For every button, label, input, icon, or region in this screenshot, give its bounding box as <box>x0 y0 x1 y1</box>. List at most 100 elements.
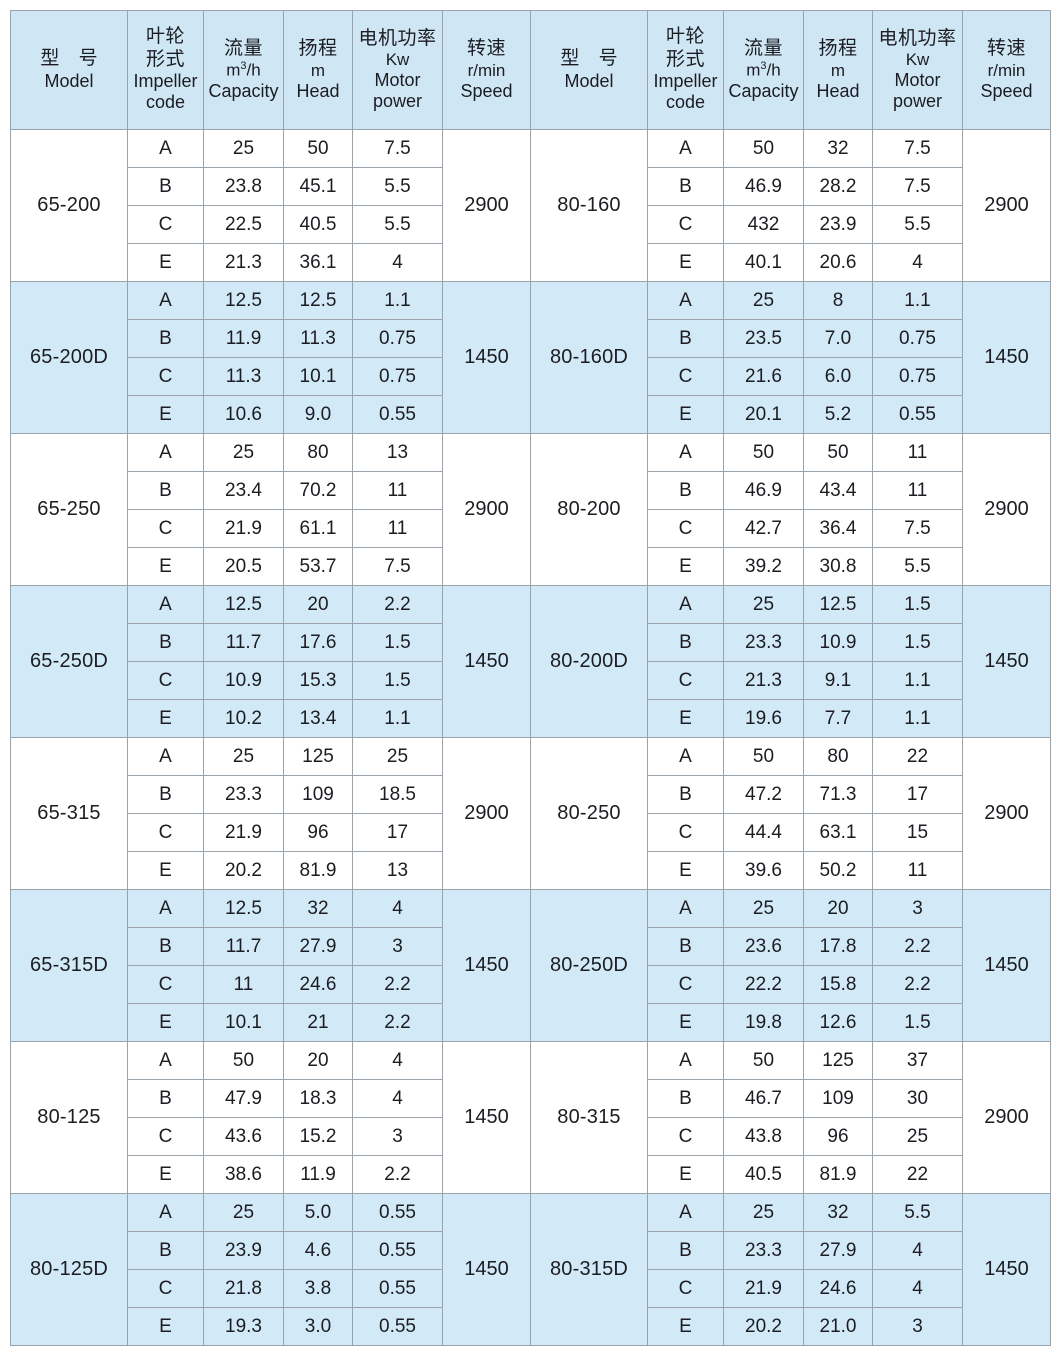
capacity-cell: 25 <box>723 281 804 320</box>
impeller-code-cell: E <box>647 395 724 434</box>
head-cell: 27.9 <box>283 927 353 966</box>
motor-power-cell: 11 <box>872 433 963 472</box>
motor-power-cell: 17 <box>352 813 443 852</box>
table-row: B 23.8 45.1 5.5 B 46.9 28.2 7.5 <box>11 167 1051 206</box>
capacity-cell: 46.9 <box>723 167 804 206</box>
motor-power-cell: 2.2 <box>352 1003 443 1042</box>
impeller-code-cell: A <box>127 281 204 320</box>
model-cell: 80-200D <box>530 585 648 738</box>
header-model-en-right: Model <box>564 70 614 91</box>
model-cell: 80-315D <box>530 1193 648 1346</box>
motor-power-cell: 4 <box>872 243 963 282</box>
header-head-en-right: Head <box>816 80 860 101</box>
impeller-code-cell: A <box>127 737 204 776</box>
capacity-cell: 22.2 <box>723 965 804 1004</box>
capacity-cell: 11.3 <box>203 357 284 396</box>
capacity-cell: 23.8 <box>203 167 284 206</box>
impeller-code-cell: B <box>127 167 204 206</box>
motor-power-cell: 7.5 <box>352 547 443 586</box>
head-cell: 125 <box>803 1041 873 1080</box>
header-speed-cn-left: 转速 <box>466 38 506 60</box>
impeller-code-cell: A <box>127 1193 204 1232</box>
table-row: C 21.8 3.8 0.55 C 21.9 24.6 4 <box>11 1269 1051 1308</box>
header-impeller-en1-left: Impeller <box>133 71 198 92</box>
head-cell: 27.9 <box>803 1231 873 1270</box>
capacity-cell: 432 <box>723 205 804 244</box>
motor-power-cell: 4 <box>352 889 443 928</box>
capacity-cell: 40.1 <box>723 243 804 282</box>
header-speed-cn-right: 转速 <box>986 38 1026 60</box>
capacity-cell: 12.5 <box>203 585 284 624</box>
capacity-cell: 39.6 <box>723 851 804 890</box>
motor-power-cell: 37 <box>872 1041 963 1080</box>
impeller-code-cell: E <box>127 243 204 282</box>
impeller-code-cell: E <box>127 699 204 738</box>
table-row: E 10.2 13.4 1.1 E 19.6 7.7 1.1 <box>11 699 1051 738</box>
impeller-code-cell: B <box>647 623 724 662</box>
head-cell: 7.0 <box>803 319 873 358</box>
impeller-code-cell: E <box>647 243 724 282</box>
head-cell: 8 <box>803 281 873 320</box>
head-cell: 17.6 <box>283 623 353 662</box>
motor-power-cell: 0.75 <box>352 319 443 358</box>
head-cell: 45.1 <box>283 167 353 206</box>
motor-power-cell: 11 <box>352 471 443 510</box>
capacity-cell: 23.3 <box>723 1231 804 1270</box>
table-row: C 10.9 15.3 1.5 C 21.3 9.1 1.1 <box>11 661 1051 700</box>
motor-power-cell: 11 <box>352 509 443 548</box>
motor-power-cell: 25 <box>352 737 443 776</box>
header-power-cn-left: 电机功率 <box>358 27 437 49</box>
table-row: E 38.6 11.9 2.2 E 40.5 81.9 22 <box>11 1155 1051 1194</box>
motor-power-cell: 3 <box>872 889 963 928</box>
motor-power-cell: 5.5 <box>352 167 443 206</box>
impeller-code-cell: C <box>127 1269 204 1308</box>
speed-cell: 1450 <box>442 1041 531 1194</box>
capacity-cell: 11.7 <box>203 623 284 662</box>
table-header: 型 号 Model 叶轮 形式 Impeller code 流量 m3/h Ca… <box>10 10 1051 130</box>
table-row: B 11.7 27.9 3 B 23.6 17.8 2.2 <box>11 927 1051 966</box>
head-cell: 50 <box>283 129 353 168</box>
head-cell: 96 <box>803 1117 873 1156</box>
head-cell: 3.0 <box>283 1307 353 1346</box>
table-row: C 43.6 15.2 3 C 43.8 96 25 <box>11 1117 1051 1156</box>
impeller-code-cell: A <box>647 585 724 624</box>
header-capacity-cn-left: 流量 <box>223 37 263 59</box>
head-cell: 9.0 <box>283 395 353 434</box>
table-row: B 23.4 70.2 11 B 46.9 43.4 11 <box>11 471 1051 510</box>
header-capacity-en-left: Capacity <box>208 80 279 101</box>
capacity-cell: 46.9 <box>723 471 804 510</box>
table-row: E 10.1 21 2.2 E 19.8 12.6 1.5 <box>11 1003 1051 1042</box>
table-row: B 23.9 4.6 0.55 B 23.3 27.9 4 <box>11 1231 1051 1270</box>
motor-power-cell: 5.5 <box>352 205 443 244</box>
head-cell: 20 <box>803 889 873 928</box>
head-cell: 43.4 <box>803 471 873 510</box>
table-row: 65-200 A 25 50 7.5 2900 80-160 A 50 32 7.5 2900 <box>10 129 1051 282</box>
header-impeller-left: 叶轮 形式 Impeller code <box>127 10 204 130</box>
header-power-unit-left: Kw <box>385 49 410 69</box>
motor-power-cell: 2.2 <box>352 965 443 1004</box>
model-cell: 65-200D <box>10 281 128 434</box>
motor-power-cell: 0.75 <box>872 319 963 358</box>
head-cell: 80 <box>283 433 353 472</box>
header-row: 型 号 Model 叶轮 形式 Impeller code 流量 m3/h Ca… <box>10 10 1051 130</box>
model-cell: 65-200 <box>10 129 128 282</box>
capacity-cell: 21.6 <box>723 357 804 396</box>
header-power-en1-right: Motor <box>894 69 941 90</box>
capacity-cell: 11.7 <box>203 927 284 966</box>
model-cell: 80-250 <box>530 737 648 890</box>
impeller-code-cell: E <box>647 1307 724 1346</box>
impeller-code-cell: C <box>647 509 724 548</box>
speed-cell: 2900 <box>442 129 531 282</box>
motor-power-cell: 2.2 <box>352 1155 443 1194</box>
motor-power-cell: 13 <box>352 433 443 472</box>
header-model-cn-right: 型 号 <box>560 48 625 70</box>
capacity-cell: 20.2 <box>723 1307 804 1346</box>
header-model-cn-left: 型 号 <box>40 48 105 70</box>
impeller-code-cell: A <box>647 129 724 168</box>
table-row: C 22.5 40.5 5.5 C 432 23.9 5.5 <box>11 205 1051 244</box>
header-impeller-en1-right: Impeller <box>653 71 718 92</box>
capacity-cell: 43.6 <box>203 1117 284 1156</box>
capacity-cell: 43.8 <box>723 1117 804 1156</box>
model-cell: 65-315 <box>10 737 128 890</box>
head-cell: 18.3 <box>283 1079 353 1118</box>
